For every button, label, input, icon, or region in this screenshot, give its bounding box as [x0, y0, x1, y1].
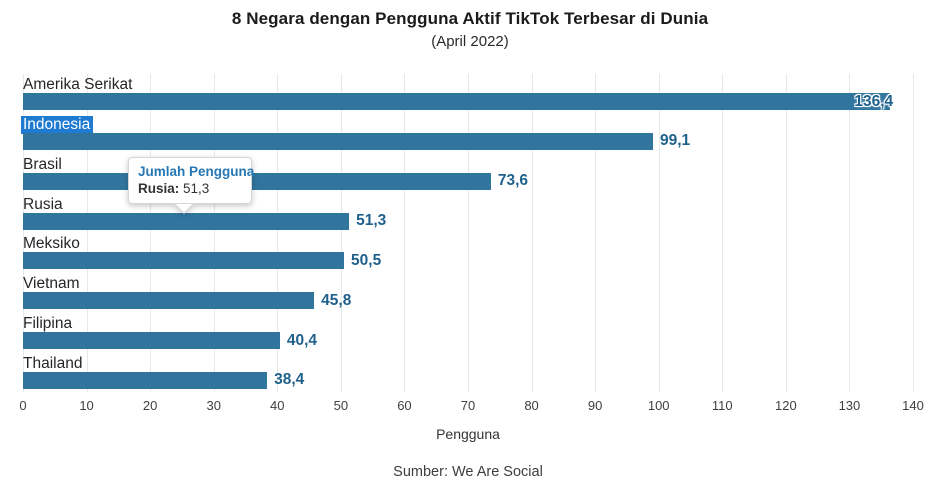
x-tick-label: 10 [79, 398, 94, 413]
bar-category-label: Vietnam [23, 275, 80, 293]
gridline [404, 74, 406, 392]
tooltip-box: Jumlah Pengguna Rusia: 51,3 [128, 157, 255, 204]
bar-value-label: 136,4 [854, 92, 894, 110]
x-tick-label: 60 [397, 398, 412, 413]
bar[interactable] [23, 93, 891, 110]
bar-value-label: 38,4 [274, 371, 305, 389]
bar-category-label: Meksiko [23, 235, 80, 253]
x-tick-label: 130 [838, 398, 861, 413]
gridline [277, 74, 279, 392]
gridline [340, 74, 342, 392]
bar-value-label: 51,3 [356, 212, 387, 230]
x-tick-label: 80 [524, 398, 539, 413]
bar-category-label: Filipina [23, 315, 73, 333]
bar[interactable] [23, 252, 345, 270]
x-tick-label: 30 [206, 398, 221, 413]
gridline [468, 74, 469, 392]
x-axis-label: Pengguna [436, 426, 500, 442]
bar[interactable] [23, 212, 350, 230]
selected-text-highlight: Indonesia [21, 115, 94, 134]
bar-value-label: 73,6 [497, 172, 529, 190]
gridline [722, 74, 724, 392]
x-tick-label: 120 [774, 398, 797, 413]
gridline [150, 74, 152, 392]
x-tick-label: 100 [647, 398, 670, 413]
tooltip: Jumlah Pengguna Rusia: 51,3 [128, 157, 255, 214]
bar[interactable] [23, 132, 653, 150]
bar[interactable] [23, 292, 315, 310]
bar-category-label: Brasil [23, 155, 62, 173]
x-tick-label: 40 [270, 398, 285, 413]
gridline [785, 74, 787, 392]
chart-title: 8 Negara dengan Pengguna Aktif TikTok Te… [231, 9, 709, 28]
bar-value-label: 45,8 [321, 291, 352, 309]
bar-value-label: 50,5 [351, 251, 382, 269]
x-tick-label: 110 [711, 398, 733, 413]
bar[interactable] [23, 371, 268, 389]
x-tick-label: 0 [19, 398, 27, 413]
tooltip-title: Jumlah Pengguna [138, 164, 255, 179]
tooltip-series-value: 51,3 [183, 181, 210, 196]
gridline [849, 74, 851, 392]
gridline [23, 74, 24, 392]
gridline [86, 74, 88, 392]
bar-value-label: 99,1 [659, 132, 691, 150]
gridline [595, 74, 597, 392]
gridline [531, 74, 533, 392]
bar[interactable] [23, 332, 280, 350]
bar-category-label: Amerika Serikat [23, 76, 133, 93]
x-tick-label: 20 [142, 398, 158, 413]
bar-category-label: Indonesia [21, 115, 94, 134]
gridline [658, 74, 660, 392]
x-tick-label: 90 [587, 398, 603, 413]
bar-category-label: Rusia [23, 195, 63, 213]
bar-value-label: 40,4 [286, 331, 317, 349]
x-tick-label: 140 [902, 398, 924, 413]
x-tick-label: 70 [460, 398, 476, 413]
tooltip-value-row: Rusia: 51,3 [138, 180, 242, 197]
gridline [213, 74, 215, 392]
gridline [913, 74, 914, 392]
x-tick-label: 50 [333, 398, 349, 413]
source-credit: Sumber: We Are Social [393, 464, 543, 480]
bar[interactable] [23, 172, 491, 190]
chart-subtitle: (April 2022) [431, 33, 509, 50]
bar-category-label: Thailand [23, 354, 83, 372]
tooltip-series-label: Rusia: [138, 181, 180, 196]
